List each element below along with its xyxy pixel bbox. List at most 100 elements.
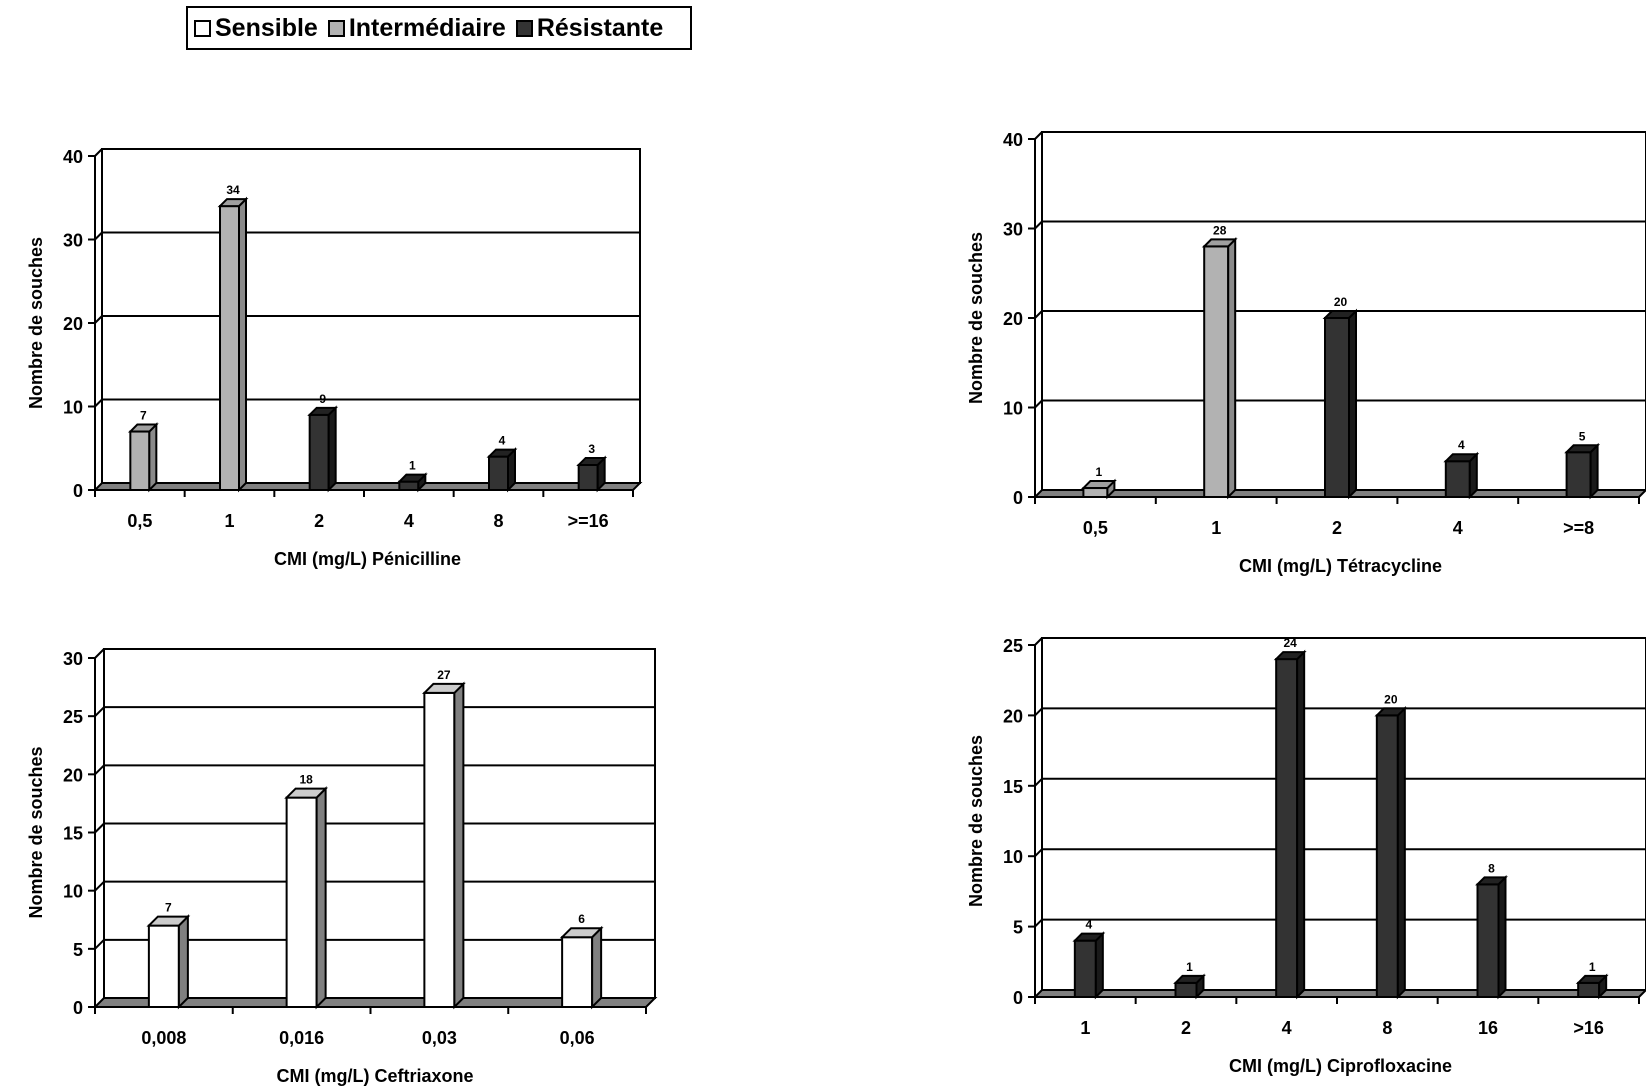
bar bbox=[421, 681, 466, 1010]
bar-front bbox=[1476, 883, 1500, 998]
legend-label-intermediaire: Intermédiaire bbox=[348, 13, 506, 42]
y-tick-label: 5 bbox=[73, 940, 83, 960]
data-label: 1 bbox=[1096, 465, 1103, 479]
data-label: 6 bbox=[578, 912, 585, 926]
data-label: 27 bbox=[437, 668, 451, 682]
y-tick-label: 30 bbox=[63, 649, 83, 669]
bar-front bbox=[147, 924, 180, 1008]
bar bbox=[1575, 973, 1609, 1000]
gridline-depth bbox=[94, 148, 103, 157]
gridline-depth bbox=[1034, 918, 1043, 928]
data-label: 7 bbox=[140, 409, 147, 423]
gridline-depth bbox=[1034, 637, 1043, 646]
bar-top bbox=[146, 915, 191, 927]
y-axis-title: Nombre de souches bbox=[26, 746, 46, 918]
x-tick-label: 1 bbox=[1211, 518, 1221, 538]
bar-top bbox=[1374, 707, 1408, 717]
bar-side bbox=[1497, 874, 1507, 1000]
bar-front bbox=[1174, 981, 1198, 998]
y-tick-label: 10 bbox=[1003, 399, 1023, 419]
y-tick-label: 15 bbox=[63, 824, 83, 844]
bar-top bbox=[1072, 932, 1106, 942]
x-tick-label: 0,06 bbox=[560, 1028, 595, 1048]
legend-item-intermediaire: Intermédiaire bbox=[327, 13, 506, 43]
x-tick-label: 4 bbox=[404, 511, 414, 531]
bar bbox=[1443, 451, 1480, 500]
y-tick-label: 20 bbox=[63, 765, 83, 785]
gridline-depth bbox=[1034, 707, 1043, 717]
data-label: 9 bbox=[319, 392, 326, 406]
data-label: 5 bbox=[1579, 429, 1586, 443]
gridline-depth bbox=[1034, 131, 1043, 140]
data-label: 28 bbox=[1213, 223, 1227, 237]
legend: Sensible Intermédiaire Résistante bbox=[186, 6, 692, 50]
gridline-depth bbox=[94, 398, 103, 408]
y-tick-label: 10 bbox=[63, 882, 83, 902]
x-tick-label: >16 bbox=[1573, 1018, 1604, 1038]
gridline-depth bbox=[1034, 848, 1043, 857]
legend-swatch-resistante bbox=[515, 19, 533, 37]
bar-top bbox=[559, 927, 604, 939]
y-axis-title: Nombre de souches bbox=[966, 735, 986, 907]
bar-top bbox=[1322, 310, 1359, 319]
bar bbox=[559, 925, 604, 1010]
x-tick-label: 1 bbox=[224, 511, 234, 531]
y-tick-label: 30 bbox=[1003, 220, 1023, 240]
x-tick-label: 8 bbox=[1382, 1018, 1392, 1038]
y-axis-title: Nombre de souches bbox=[26, 237, 46, 409]
bar-top bbox=[1273, 651, 1307, 661]
data-label: 1 bbox=[1186, 960, 1193, 974]
bar bbox=[127, 422, 159, 493]
data-label: 34 bbox=[226, 183, 240, 197]
legend-item-sensible: Sensible bbox=[194, 14, 318, 43]
x-tick-label: 0,03 bbox=[422, 1028, 457, 1048]
gridline-depth bbox=[1034, 778, 1043, 787]
x-axis-title: CMI (mg/L) Tétracycline bbox=[1239, 556, 1442, 576]
legend-label-sensible: Sensible bbox=[215, 13, 318, 42]
bar-front bbox=[1375, 714, 1399, 999]
x-axis-title: CMI (mg/L) Pénicilline bbox=[274, 549, 461, 569]
x-tick-label: 1 bbox=[1080, 1018, 1090, 1038]
y-tick-label: 25 bbox=[1003, 636, 1023, 656]
x-axis-title: CMI (mg/L) Ceftriaxone bbox=[276, 1066, 473, 1086]
x-tick-label: 2 bbox=[1181, 1018, 1191, 1038]
data-label: 1 bbox=[1589, 960, 1596, 974]
x-tick-label: 0,5 bbox=[127, 511, 152, 531]
data-label: 4 bbox=[1085, 918, 1092, 932]
y-tick-label: 0 bbox=[1013, 488, 1023, 508]
legend-swatch-intermediaire bbox=[327, 19, 345, 37]
y-tick-label: 20 bbox=[1003, 309, 1023, 329]
y-tick-label: 40 bbox=[63, 147, 83, 167]
y-axis-title: Nombre de souches bbox=[966, 232, 986, 404]
y-tick-label: 0 bbox=[73, 481, 83, 501]
data-label: 8 bbox=[1488, 861, 1495, 875]
data-label: 20 bbox=[1334, 295, 1348, 309]
bar-top bbox=[307, 406, 339, 416]
bar-side bbox=[1094, 931, 1104, 1000]
data-label: 3 bbox=[588, 442, 595, 456]
bar-top bbox=[1201, 238, 1238, 248]
y-tick-label: 10 bbox=[63, 398, 83, 418]
bar bbox=[1201, 236, 1238, 500]
data-label: 4 bbox=[1458, 438, 1465, 452]
x-tick-label: 2 bbox=[1332, 518, 1342, 538]
bar-side bbox=[1296, 649, 1306, 1000]
bar-side bbox=[1396, 705, 1406, 1000]
legend-label-resistante: Résistante bbox=[536, 13, 664, 42]
y-tick-label: 5 bbox=[1013, 918, 1023, 938]
gridline-depth bbox=[94, 880, 105, 892]
gridline-depth bbox=[94, 764, 105, 776]
y-tick-label: 30 bbox=[63, 231, 83, 251]
bar-top bbox=[486, 448, 518, 458]
bar bbox=[217, 196, 249, 493]
bar bbox=[1374, 705, 1408, 1000]
x-tick-label: 0,008 bbox=[141, 1028, 186, 1048]
bar-front bbox=[1203, 245, 1230, 498]
plot-area bbox=[1041, 637, 1646, 991]
bar bbox=[1072, 931, 1106, 1000]
y-tick-label: 15 bbox=[1003, 777, 1023, 797]
gridline-depth bbox=[94, 939, 105, 950]
gridline-depth bbox=[94, 231, 103, 241]
